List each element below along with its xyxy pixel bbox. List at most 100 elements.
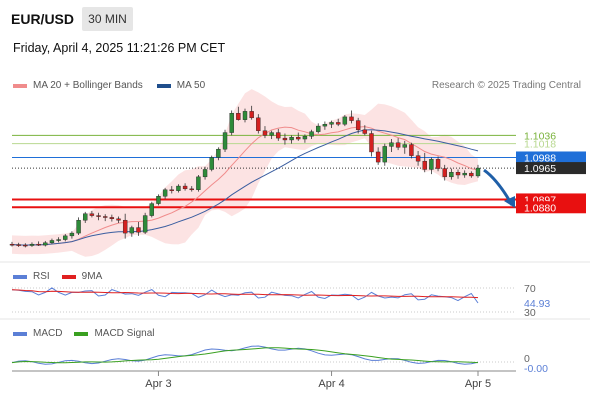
candle-body [402, 144, 407, 148]
candle-body [149, 203, 154, 216]
ma20-line [11, 126, 479, 246]
candle-body [43, 242, 48, 246]
candle-body [256, 117, 261, 131]
macd-legend-label: MACD [33, 328, 63, 339]
candle-body [282, 137, 288, 141]
candle-body [475, 167, 481, 177]
x-tick-label: Apr 3 [145, 378, 171, 390]
candle-body [302, 136, 308, 140]
candle-body [415, 155, 421, 162]
level-tag-1.0988 [516, 151, 586, 164]
forecast-arrowhead [504, 195, 515, 208]
macd-signal-legend-label: MACD Signal [94, 328, 155, 339]
candle-body [109, 217, 115, 220]
level-label-1.1036: 1.1036 [524, 130, 556, 142]
level-tag-1.0880 [516, 201, 586, 214]
candle-body [63, 235, 68, 240]
rsi-9ma-swatch [61, 274, 76, 279]
candle-body [349, 116, 354, 121]
candle-body [449, 172, 454, 178]
ma20-legend-label: MA 20 + Bollinger Bands [33, 80, 143, 91]
timestamp: Friday, April 4, 2025 11:21:26 PM CET [13, 41, 226, 55]
candle-body [103, 216, 108, 218]
candle-body [296, 136, 301, 140]
candle-body [122, 219, 128, 234]
candle-body [189, 188, 194, 191]
candle-body [69, 232, 75, 237]
candle-body [316, 125, 321, 132]
research-credit: Research © 2025 Trading Central [431, 80, 581, 91]
rsi-legend: RSI 9MA [13, 271, 102, 282]
macd-signal-swatch [74, 331, 89, 336]
candle-body [89, 213, 95, 216]
rsi-axis-label: 44.93 [524, 298, 550, 310]
candle-body [462, 172, 467, 176]
candle-body [369, 133, 374, 153]
level-label-1.0988: 1.0988 [524, 152, 556, 164]
candle-body [96, 215, 101, 217]
candle-body [322, 124, 328, 127]
rsi-9ma-line [11, 289, 479, 299]
symbol-title: EUR/USD [11, 11, 75, 27]
candle-body [395, 142, 401, 148]
candle-body [355, 120, 361, 131]
timeframe-badge[interactable]: 30 MIN [82, 7, 133, 31]
candle-body [209, 157, 214, 170]
candle-body [236, 113, 241, 120]
candle-body [276, 132, 281, 139]
candle-body [242, 111, 248, 120]
x-tick-label: Apr 5 [465, 378, 491, 390]
chart-header: EUR/USD 30 MIN [0, 0, 590, 36]
candle-body [429, 159, 434, 170]
candle-body [162, 189, 168, 197]
candle-body [229, 113, 234, 133]
candle-body [169, 189, 174, 191]
candle-body [36, 243, 41, 246]
main-legend: MA 20 + Bollinger Bands MA 50 [13, 80, 205, 91]
candle-body [142, 215, 148, 233]
candle-body [336, 122, 341, 125]
candle-body [469, 172, 474, 177]
macd-swatch [13, 331, 27, 336]
x-tick-label: Apr 4 [318, 378, 344, 390]
macd-zero-label: 0 [524, 353, 530, 365]
macd-value-label: -0.00 [524, 363, 548, 375]
candle-body [389, 142, 394, 147]
candle-body [76, 219, 81, 234]
candle-body [435, 159, 441, 169]
level-label-1.1018: 1.1018 [524, 139, 556, 151]
macd-legend: MACD MACD Signal [13, 328, 154, 339]
rsi-swatch [13, 274, 27, 279]
candle-body [422, 160, 427, 170]
ma50-swatch [156, 83, 171, 88]
candle-body [222, 132, 228, 150]
level-label-1.0880: 1.0880 [524, 202, 556, 214]
candle-body [382, 146, 387, 163]
candle-body [136, 227, 141, 233]
candle-body [329, 122, 334, 125]
ma50-legend-label: MA 50 [176, 80, 206, 91]
candle-body [249, 111, 254, 119]
candle-body [176, 185, 181, 191]
candle-body [362, 129, 368, 134]
candle-body [262, 130, 268, 136]
candle-body [409, 144, 414, 156]
candle-body [129, 227, 135, 234]
candle-body [29, 243, 35, 246]
rsi-axis-label: 70 [524, 283, 536, 295]
ma50-line [11, 129, 479, 246]
candle-body [83, 213, 88, 221]
rsi-9ma-legend-label: 9MA [81, 271, 103, 282]
candle-body [182, 185, 188, 190]
candle-body [442, 168, 447, 178]
level-label-1.0965: 1.0965 [524, 163, 556, 175]
candle-body [342, 116, 348, 125]
candle-body [455, 172, 461, 176]
candle-body [289, 136, 294, 141]
candle-body [116, 218, 121, 221]
level-tag-1.0965 [516, 162, 586, 175]
candle-body [196, 176, 201, 190]
candle-body [23, 244, 28, 247]
macd-signal-line [11, 347, 479, 364]
